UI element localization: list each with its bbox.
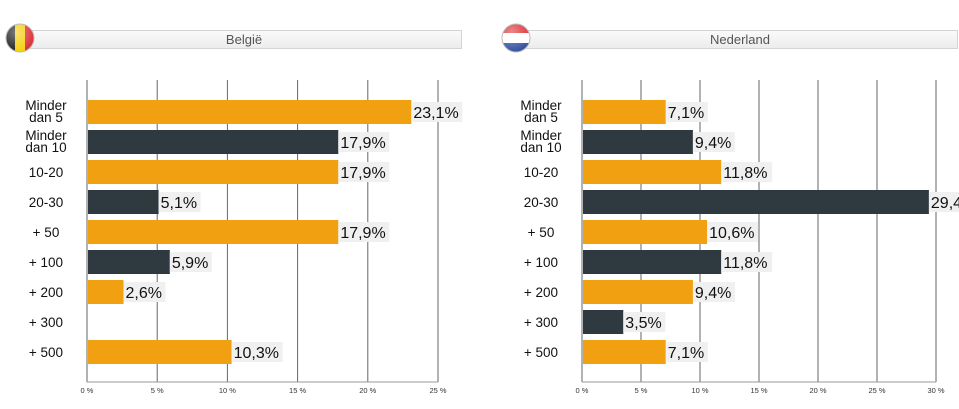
x-tick-label: 10 %	[691, 386, 708, 395]
category-label: Minder dan 10	[520, 128, 562, 155]
bar-netherlands	[583, 220, 708, 244]
value-label-bg	[623, 312, 666, 332]
value-label: 5,9%	[172, 255, 208, 272]
x-tick-label: 15 %	[750, 386, 767, 395]
bar-belgium	[88, 250, 170, 274]
x-tick-label: 20 %	[359, 386, 376, 395]
value-label-bg	[692, 132, 735, 152]
x-tick-label: 0 %	[576, 386, 589, 395]
value-label-bg	[692, 282, 735, 302]
value-label: 10,6%	[709, 225, 754, 242]
value-label: 9,4%	[695, 135, 731, 152]
bar-netherlands	[583, 190, 929, 214]
value-label-bg	[411, 102, 463, 122]
bar-netherlands	[583, 130, 693, 154]
bar-netherlands	[583, 280, 693, 304]
bar-belgium	[88, 130, 339, 154]
belgium-flag-icon	[5, 23, 35, 53]
x-tick-label: 5 %	[151, 386, 164, 395]
category-label: 10-20	[29, 165, 64, 180]
category-label: + 500	[29, 345, 63, 360]
value-label-bg	[169, 252, 212, 272]
value-label: 11,8%	[723, 255, 767, 272]
value-label-bg	[338, 222, 390, 242]
category-label: 20-30	[29, 195, 64, 210]
panel-title-belgium: België	[225, 32, 263, 47]
bar-belgium	[88, 160, 339, 184]
value-label: 17,9%	[340, 165, 385, 182]
value-label-bg	[665, 102, 708, 122]
bar-belgium	[88, 100, 412, 124]
value-label-bg	[707, 222, 759, 242]
value-label: 7,1%	[668, 105, 704, 122]
netherlands-flag-icon	[501, 23, 531, 53]
panel-title-netherlands: Nederland	[710, 32, 770, 47]
chart-panel-belgium: België 0 % 5 % 10 % 15 % 20 % 25 % Minder dan 5…	[0, 0, 470, 409]
value-label: 17,9%	[340, 135, 385, 152]
bar-netherlands	[583, 160, 722, 184]
value-label-bg	[231, 342, 283, 362]
value-label: 2,6%	[126, 285, 162, 302]
category-label: + 50	[528, 225, 555, 240]
value-label-bg	[338, 162, 390, 182]
bar-netherlands	[583, 310, 624, 334]
x-tick-label: 25 %	[868, 386, 885, 395]
category-label: + 500	[524, 345, 558, 360]
category-label: + 300	[29, 315, 63, 330]
value-label-bg	[338, 132, 390, 152]
value-label: 7,1%	[668, 345, 704, 362]
value-label: 17,9%	[340, 225, 385, 242]
value-label-bg	[721, 252, 773, 272]
bar-chart-belgium: 0 % 5 % 10 % 15 % 20 % 25 % Minder dan 5 23,1% Mi…	[25, 80, 463, 395]
x-tick-label: 15 %	[289, 386, 306, 395]
bar-netherlands	[583, 250, 722, 274]
value-label-bg	[123, 282, 166, 302]
bar-belgium	[88, 220, 339, 244]
x-tick-label: 10 %	[219, 386, 236, 395]
category-label: + 100	[29, 255, 63, 270]
chart-panel-netherlands: Nederland 0 % 5 % 10 % 15 % 20 % 25 % 30 % Mind…	[496, 0, 959, 409]
value-label: 5,1%	[161, 195, 197, 212]
category-label: Minder dan 5	[520, 98, 562, 125]
value-label-bg	[665, 342, 708, 362]
value-label: 9,4%	[695, 285, 731, 302]
x-tick-label: 30 %	[927, 386, 944, 395]
x-tick-label: 20 %	[809, 386, 826, 395]
bar-belgium	[88, 190, 159, 214]
panel-header-netherlands: Nederland	[522, 30, 958, 49]
value-label-bg	[928, 192, 959, 212]
bar-chart-netherlands: 0 % 5 % 10 % 15 % 20 % 25 % 30 % Minder dan 5 7,1…	[520, 80, 959, 395]
x-tick-label: 0 %	[81, 386, 94, 395]
category-label: + 200	[29, 285, 63, 300]
category-label: Minder dan 5	[25, 98, 67, 125]
category-label: + 200	[524, 285, 558, 300]
bar-netherlands	[583, 340, 666, 364]
bar-belgium	[88, 280, 124, 304]
value-label: 11,8%	[723, 165, 767, 182]
value-label-bg	[158, 192, 201, 212]
category-label: Minder dan 10	[25, 128, 67, 155]
bar-netherlands	[583, 100, 666, 124]
category-label: + 300	[524, 315, 558, 330]
value-label-bg	[721, 162, 773, 182]
value-label: 3,5%	[625, 315, 661, 332]
x-tick-label: 25 %	[429, 386, 446, 395]
value-label: 23,1%	[413, 105, 458, 122]
category-label: + 50	[33, 225, 60, 240]
category-label: 10-20	[524, 165, 559, 180]
category-label: 20-30	[524, 195, 559, 210]
value-label: 10,3%	[234, 345, 279, 362]
value-label: 29,4%	[931, 195, 959, 212]
bar-belgium	[88, 340, 232, 364]
x-tick-label: 5 %	[635, 386, 648, 395]
panel-header-belgium: België	[26, 30, 462, 49]
category-label: + 100	[524, 255, 558, 270]
